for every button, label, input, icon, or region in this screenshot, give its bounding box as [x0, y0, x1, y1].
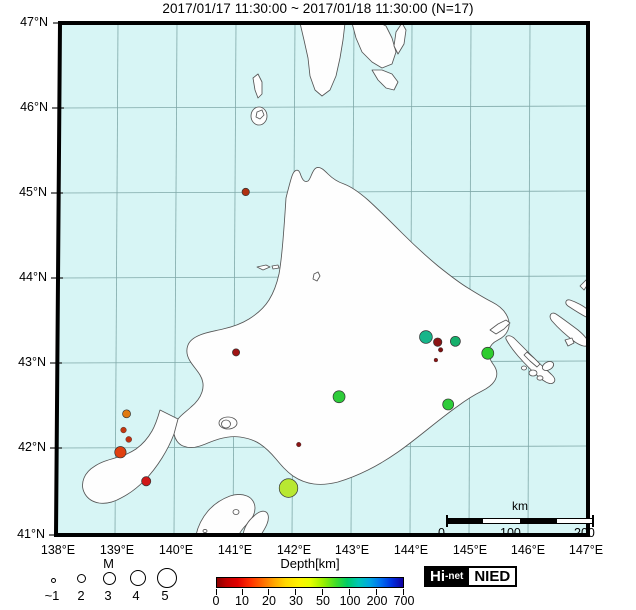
epicenter-marker[interactable] — [433, 357, 438, 363]
page-title: 2017/01/17 11:30:00 ~ 2017/01/18 11:30:0… — [162, 1, 474, 16]
epicenter-marker[interactable] — [332, 390, 346, 404]
depth-legend: Depth[km] 0 10 20 30 50 100 200 700 — [205, 556, 415, 608]
depth-legend-title: Depth[km] — [280, 556, 340, 571]
epicenter-marker[interactable] — [419, 330, 433, 344]
x-tick-142E: 142°E — [276, 543, 312, 557]
magnitude-label-1: ~1 — [44, 588, 60, 603]
y-tick-45N: 45°N — [19, 185, 47, 199]
x-tick-144E: 144°E — [393, 543, 429, 557]
epicenter-marker[interactable] — [114, 446, 127, 459]
epicenter-marker[interactable] — [120, 426, 127, 434]
depth-tick-10: 10 — [235, 594, 249, 608]
x-tick-141E: 141°E — [217, 543, 253, 557]
magnitude-label-4: 4 — [132, 588, 140, 603]
magnitude-legend-title: M — [103, 556, 114, 571]
y-tick-42N: 42°N — [18, 440, 46, 454]
scale-bar: km 0 100 200 — [438, 499, 600, 543]
depth-colorbar — [216, 577, 404, 588]
epicenter-marker[interactable] — [141, 476, 152, 487]
magnitude-label-2: 2 — [77, 588, 85, 603]
map-canvas[interactable] — [0, 18, 636, 540]
depth-tick-50: 50 — [316, 594, 330, 608]
magnitude-symbol-3 — [103, 572, 116, 585]
epicenter-marker[interactable] — [450, 335, 461, 347]
y-tick-46N: 46°N — [20, 100, 48, 114]
hinet-logo-hi: Hi — [430, 568, 445, 585]
epicenter-marker[interactable] — [438, 347, 444, 353]
epicenter-layer[interactable] — [114, 187, 495, 498]
scale-tick-0: 0 — [438, 526, 445, 540]
epicenter-marker[interactable] — [442, 398, 455, 411]
epicenter-marker[interactable] — [433, 337, 443, 347]
epicenter-marker[interactable] — [122, 409, 131, 419]
depth-tick-100: 100 — [339, 594, 361, 608]
magnitude-label-3: 3 — [104, 588, 112, 603]
x-tick-140E: 140°E — [158, 543, 194, 557]
x-tick-143E: 143°E — [334, 543, 370, 557]
magnitude-symbol-2 — [77, 574, 86, 583]
y-tick-47N: 47°N — [20, 15, 48, 29]
epicenter-marker[interactable] — [481, 346, 495, 360]
y-tick-43N: 43°N — [18, 355, 46, 369]
depth-tick-30: 30 — [289, 594, 303, 608]
hinet-logo-net: -net — [445, 571, 464, 582]
x-tick-139E: 139°E — [99, 543, 135, 557]
epicenter-marker[interactable] — [241, 187, 250, 197]
depth-tick-200: 200 — [366, 594, 388, 608]
magnitude-symbol-5 — [157, 568, 177, 588]
scale-bar-unit: km — [512, 499, 528, 513]
nied-logo-text: NIED — [467, 566, 518, 587]
epicenter-marker[interactable] — [125, 436, 132, 443]
y-tick-44N: 44°N — [19, 270, 47, 284]
hinet-logo-text: Hi -net — [424, 566, 469, 587]
x-tick-145E: 145°E — [452, 543, 488, 557]
epicenter-marker[interactable] — [296, 442, 302, 448]
map-panel[interactable]: km 0 100 200 — [0, 18, 636, 540]
frame-ticks — [49, 22, 65, 536]
hinet-nied-logo: Hi -net NIED — [424, 566, 518, 587]
magnitude-legend: M ~1 2 3 4 5 — [26, 556, 191, 608]
magnitude-label-5: 5 — [161, 588, 169, 603]
epicenter-marker[interactable] — [232, 348, 240, 357]
depth-tick-700: 700 — [393, 594, 415, 608]
depth-tick-20: 20 — [262, 594, 276, 608]
magnitude-symbol-4 — [130, 570, 146, 586]
x-tick-147E: 147°E — [568, 543, 604, 557]
y-tick-41N: 41°N — [17, 527, 45, 541]
x-tick-146E: 146°E — [510, 543, 546, 557]
depth-tick-0: 0 — [212, 594, 220, 608]
scale-tick-200: 200 — [574, 526, 595, 540]
x-tick-138E: 138°E — [40, 543, 76, 557]
epicenter-marker[interactable] — [278, 478, 299, 498]
scale-tick-100: 100 — [500, 526, 521, 540]
magnitude-symbol-1 — [51, 578, 56, 583]
map-frame — [53, 21, 590, 537]
scale-bar-track — [446, 515, 594, 527]
